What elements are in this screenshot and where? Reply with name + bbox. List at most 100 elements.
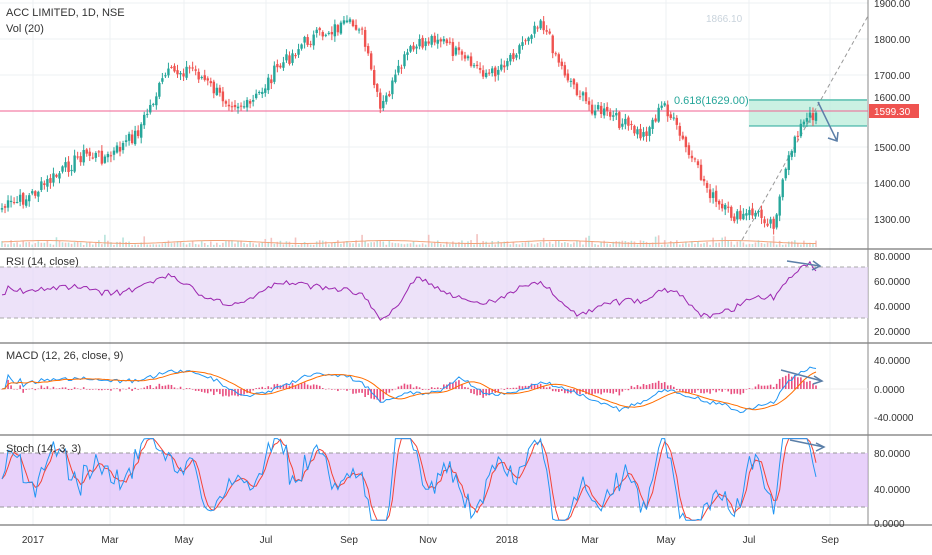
candle-body	[155, 96, 158, 106]
volume-bar	[7, 244, 9, 247]
price-tick: 1500.00	[874, 143, 911, 154]
macd-hist-bar	[40, 385, 43, 389]
candle-body	[385, 95, 388, 102]
volume-bar	[476, 234, 478, 247]
time-axis: 2017 Mar May Jul Sep Nov 2018 Mar May Ju…	[22, 535, 839, 546]
macd-hist-bar	[633, 387, 636, 389]
macd-hist-bar	[113, 388, 115, 390]
macd-hist-bar	[143, 387, 146, 389]
candle-body	[373, 70, 376, 86]
time-tick: Jul	[260, 535, 273, 546]
candle-body	[506, 61, 509, 67]
dashed-trend-line	[741, 15, 869, 241]
volume-bar	[594, 244, 596, 247]
macd-hist-bar	[712, 389, 714, 391]
volume-bar	[349, 243, 351, 247]
volume-bar	[573, 242, 575, 247]
macd-hist-bar	[164, 385, 167, 389]
volume-bar	[279, 240, 282, 247]
macd-hist-bar	[763, 385, 766, 389]
macd-hist-bar	[397, 386, 400, 389]
candle-body	[687, 145, 691, 155]
macd-hist-bar	[349, 389, 351, 390]
volume-bar	[651, 242, 654, 247]
volume-bar	[570, 244, 572, 247]
macd-hist-bar	[358, 389, 360, 393]
macd-hist-bar	[237, 389, 239, 397]
macd-hist-bar	[703, 389, 705, 394]
volume-bar	[370, 242, 372, 247]
volume-bar	[228, 240, 230, 247]
candle-body	[454, 47, 458, 55]
candle-body	[730, 206, 733, 218]
macd-hist-bar	[554, 389, 557, 392]
volume-bar	[551, 243, 554, 247]
macd-hist-bar	[657, 380, 660, 389]
macd-hist-bar	[597, 389, 599, 394]
macd-hist-bar	[213, 389, 215, 395]
macd-hist-bar	[146, 385, 149, 389]
symbol-title: ACC LIMITED, 1D, NSE	[6, 7, 125, 19]
volume-bar	[809, 242, 811, 247]
macd-hist-bar	[173, 387, 176, 389]
candle-body	[270, 79, 273, 84]
macd-hist-bar	[697, 389, 699, 391]
candle-body	[261, 91, 264, 94]
macd-hist-bar	[25, 389, 28, 390]
volume-bar	[688, 243, 690, 247]
volume-bar	[545, 243, 548, 247]
candle-body	[85, 149, 88, 154]
macd-hist-bar	[131, 389, 133, 391]
candle-body	[149, 104, 152, 113]
macd-hist-bar	[122, 388, 124, 390]
macd-hist-bar	[582, 389, 584, 392]
candle-body	[209, 81, 212, 84]
candle-body	[766, 223, 769, 226]
vertical-grid	[32, 0, 831, 525]
candlestick-series	[0, 15, 818, 235]
volume-bar	[161, 243, 164, 247]
time-tick: May	[657, 535, 676, 546]
macd-hist-bar	[179, 386, 182, 389]
macd-hist-bar	[781, 377, 784, 389]
volume-bar	[733, 244, 736, 247]
candle-body	[167, 68, 170, 76]
macd-hist-bar	[234, 389, 236, 396]
candle-body	[569, 80, 573, 82]
macd-hist-bar	[361, 389, 363, 393]
macd-hist-bar	[576, 389, 578, 394]
volume-bar	[113, 244, 115, 247]
macd-hist-bar	[309, 385, 312, 389]
macd-hist-bar	[449, 382, 451, 389]
macd-tick: 40.0000	[874, 356, 911, 367]
macd-hist-bar	[82, 387, 85, 389]
volume-bar	[197, 244, 200, 247]
volume-bar	[173, 242, 176, 247]
macd-hist-bar	[149, 385, 152, 389]
volume-bar	[412, 241, 415, 247]
candle-body	[333, 24, 337, 37]
macd-hist-bar	[88, 389, 91, 390]
macd-hist-bar	[343, 389, 345, 390]
volume-bar	[582, 244, 584, 247]
time-tick: Sep	[340, 535, 358, 546]
candle-body	[170, 66, 173, 68]
rsi-band	[0, 267, 868, 318]
macd-hist-bar	[285, 383, 288, 389]
candle-body	[421, 37, 424, 48]
volume-bar	[790, 241, 793, 247]
candle-body	[49, 178, 52, 183]
candle-body	[360, 28, 364, 30]
price-tick: 1800.00	[874, 35, 911, 46]
macd-hist-bar	[509, 388, 512, 389]
macd-hist-bar	[209, 389, 212, 392]
candle-body	[239, 105, 243, 107]
candle-body	[427, 41, 430, 44]
volume-bar	[328, 244, 330, 247]
volume-bar	[787, 241, 790, 247]
candle-body	[182, 73, 185, 77]
candle-body	[720, 203, 724, 209]
macd-hist-bar	[666, 385, 669, 389]
